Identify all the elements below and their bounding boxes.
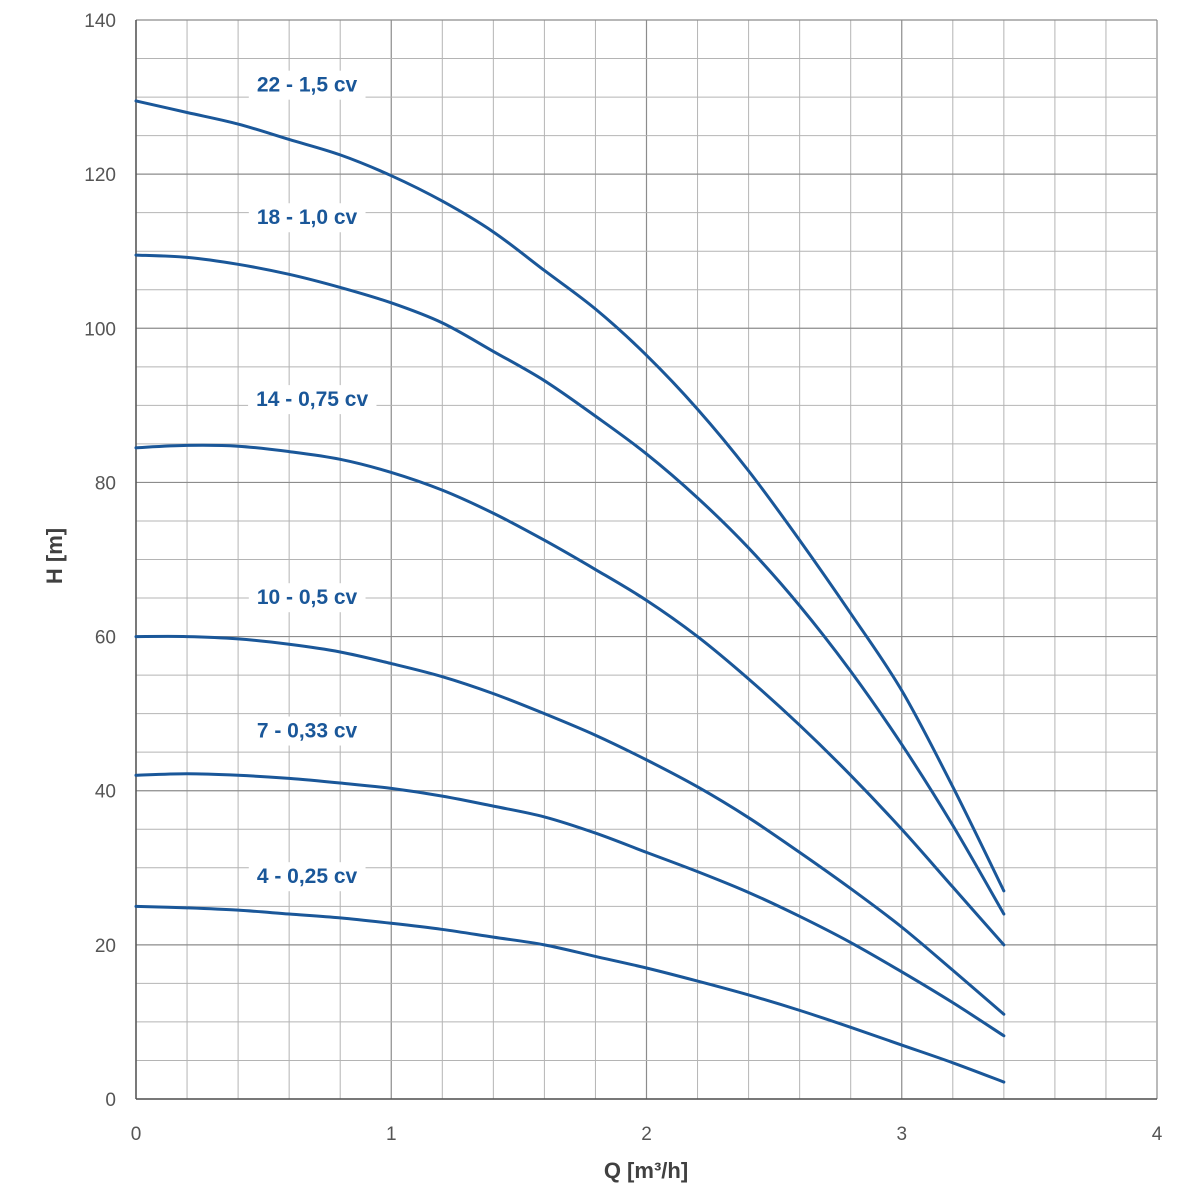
curve-label-background bbox=[248, 70, 366, 100]
curve-label: 14 - 0,75 cv bbox=[256, 388, 368, 411]
curve-line bbox=[134, 772, 1006, 1038]
curve-label-group: 18 - 1,0 cv bbox=[248, 203, 366, 233]
curve-label: 4 - 0,25 cv bbox=[257, 865, 358, 888]
x-tick-label: 1 bbox=[386, 1124, 397, 1145]
curve-line bbox=[134, 634, 1006, 1016]
curve-label: 10 - 0,5 cv bbox=[257, 586, 358, 609]
x-tick-labels: 0 1 2 3 4 bbox=[131, 1124, 1163, 1145]
curve-label: 18 - 1,0 cv bbox=[257, 206, 358, 229]
curve-label-group: 22 - 1,5 cv bbox=[248, 70, 366, 100]
curve-label: 7 - 0,33 cv bbox=[257, 720, 358, 743]
curve-label-group: 4 - 0,25 cv bbox=[248, 862, 366, 892]
curve-line bbox=[134, 443, 1006, 947]
y-tick-label: 0 bbox=[105, 1090, 116, 1111]
x-tick-label: 3 bbox=[896, 1124, 907, 1145]
curve-line bbox=[134, 253, 1006, 916]
curve-label-background bbox=[248, 385, 377, 415]
y-tick-label: 120 bbox=[84, 165, 116, 186]
curve-line bbox=[134, 904, 1006, 1084]
curve-label-group: 14 - 0,75 cv bbox=[248, 385, 377, 415]
x-axis-label: Q [m³/h] bbox=[604, 1158, 688, 1183]
curve-label-group: 10 - 0,5 cv bbox=[248, 583, 366, 613]
curve-label-background bbox=[248, 716, 366, 746]
x-tick-label: 4 bbox=[1152, 1124, 1163, 1145]
y-tick-labels: 0 20 40 60 80 100 120 140 bbox=[84, 11, 116, 1111]
curve-label-background bbox=[248, 203, 366, 233]
y-tick-label: 80 bbox=[95, 473, 116, 494]
grid bbox=[135, 19, 1158, 1100]
curves bbox=[134, 99, 1006, 1084]
y-tick-label: 40 bbox=[95, 782, 116, 803]
curve-label-background bbox=[248, 583, 366, 613]
y-tick-label: 140 bbox=[84, 11, 116, 32]
curve-label: 22 - 1,5 cv bbox=[257, 74, 358, 97]
y-axis-label: H [m] bbox=[42, 528, 67, 584]
x-tick-label: 0 bbox=[131, 1124, 142, 1145]
curve-label-background bbox=[248, 862, 366, 892]
curve-labels: 22 - 1,5 cv 18 - 1,0 cv 14 - 0,75 cv 10 - 0… bbox=[248, 70, 377, 892]
y-tick-label: 20 bbox=[95, 936, 116, 957]
y-tick-label: 100 bbox=[84, 319, 116, 340]
axes bbox=[135, 20, 1157, 1100]
curve-line bbox=[134, 99, 1006, 893]
x-tick-label: 2 bbox=[641, 1124, 652, 1145]
y-tick-label: 60 bbox=[95, 628, 116, 649]
curve-label-group: 7 - 0,33 cv bbox=[248, 716, 366, 746]
